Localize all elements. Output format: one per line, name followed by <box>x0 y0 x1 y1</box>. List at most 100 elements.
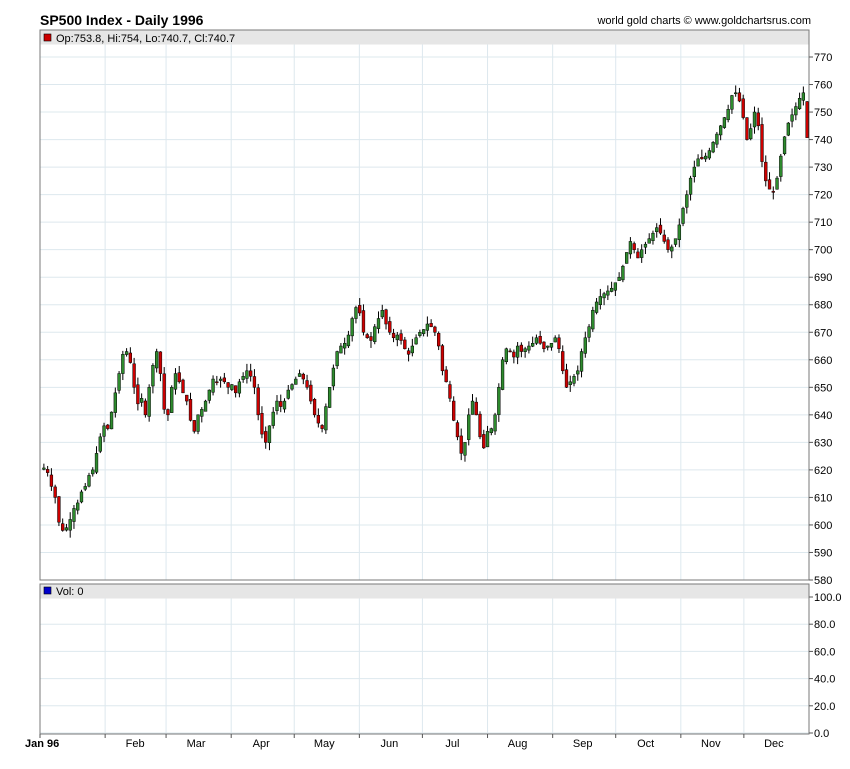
price-tick-label: 720 <box>814 190 832 202</box>
candle-body <box>722 117 727 128</box>
candle <box>452 396 456 422</box>
candle-body <box>504 348 508 363</box>
candle-body <box>388 321 392 333</box>
candle <box>621 264 625 283</box>
candle-body <box>373 326 377 343</box>
candle-body <box>482 434 486 449</box>
candle-body <box>726 109 730 121</box>
candle-body <box>463 442 467 456</box>
candle <box>327 387 332 408</box>
candle <box>734 85 738 97</box>
candle-body <box>181 379 185 394</box>
candle-body <box>192 420 196 432</box>
candle <box>271 407 275 429</box>
candle <box>226 381 230 395</box>
candle <box>542 341 546 353</box>
candle <box>433 325 437 336</box>
price-tick-label: 600 <box>814 520 832 532</box>
candle-body <box>305 380 309 388</box>
candle-body <box>715 133 719 145</box>
candle <box>790 108 794 128</box>
candle-body <box>718 125 723 136</box>
candle <box>166 408 170 421</box>
candle-body <box>670 246 674 252</box>
candle <box>87 472 91 488</box>
candle-body <box>519 344 524 352</box>
candle-body <box>591 309 595 330</box>
candle <box>395 332 399 347</box>
candle <box>305 374 309 390</box>
candle-body <box>512 351 516 358</box>
candle-body <box>677 224 681 240</box>
candle-body <box>606 290 610 296</box>
price-tick-label: 580 <box>814 575 832 587</box>
candle-body <box>42 467 46 470</box>
volume-tick-label: 20.0 <box>814 701 835 713</box>
candle-body <box>143 400 148 416</box>
candle-body <box>730 95 734 110</box>
price-tick-label: 640 <box>814 410 832 422</box>
candle <box>782 136 787 156</box>
candle <box>512 349 516 364</box>
candle <box>598 288 602 310</box>
candle <box>741 94 745 120</box>
candle-body <box>531 343 535 347</box>
candle-body <box>49 474 54 487</box>
candle-body <box>421 329 426 334</box>
candle-body <box>68 519 72 531</box>
candle <box>76 499 80 515</box>
candle-body <box>320 425 324 429</box>
candle <box>579 348 584 378</box>
price-tick-label: 730 <box>814 162 832 174</box>
candle <box>752 106 757 134</box>
candle-body <box>655 227 659 232</box>
candle-body <box>425 323 430 331</box>
candle-body <box>282 400 287 410</box>
candle <box>241 372 245 383</box>
candle-body <box>203 400 208 412</box>
candle <box>192 419 196 434</box>
candle-body <box>598 296 602 305</box>
candle <box>538 330 542 345</box>
candle <box>801 86 806 106</box>
candle-body <box>437 333 441 347</box>
candle-body <box>579 351 584 372</box>
candle-body <box>376 318 381 329</box>
candle <box>218 376 223 388</box>
candle <box>531 336 535 348</box>
candle <box>786 122 790 137</box>
candle <box>91 467 95 477</box>
volume-legend-swatch <box>43 586 52 595</box>
candle <box>655 223 659 238</box>
candle <box>403 336 407 350</box>
candle <box>613 282 618 296</box>
candle <box>83 482 87 492</box>
month-label: Dec <box>764 738 784 750</box>
candle <box>79 489 84 504</box>
candle-body <box>485 431 490 448</box>
candle <box>155 348 159 373</box>
candle-body <box>478 413 482 438</box>
candle-body <box>237 381 242 394</box>
candle <box>252 369 257 395</box>
candle <box>549 343 554 351</box>
candle-body <box>290 384 294 390</box>
candle <box>771 186 775 200</box>
candle-body <box>275 400 279 411</box>
candle <box>113 387 117 418</box>
candle-body <box>418 332 422 336</box>
candle-body <box>218 378 223 381</box>
candle <box>358 298 362 316</box>
candle-body <box>455 422 460 438</box>
candle <box>286 384 290 400</box>
candle <box>651 230 655 245</box>
candle-body <box>764 161 768 182</box>
candle <box>576 365 580 381</box>
candle <box>519 342 524 358</box>
candle <box>715 131 719 148</box>
candle-body <box>391 332 396 339</box>
candle <box>606 285 610 301</box>
candle <box>98 433 102 454</box>
candle-body <box>429 323 433 328</box>
candle <box>173 368 178 395</box>
